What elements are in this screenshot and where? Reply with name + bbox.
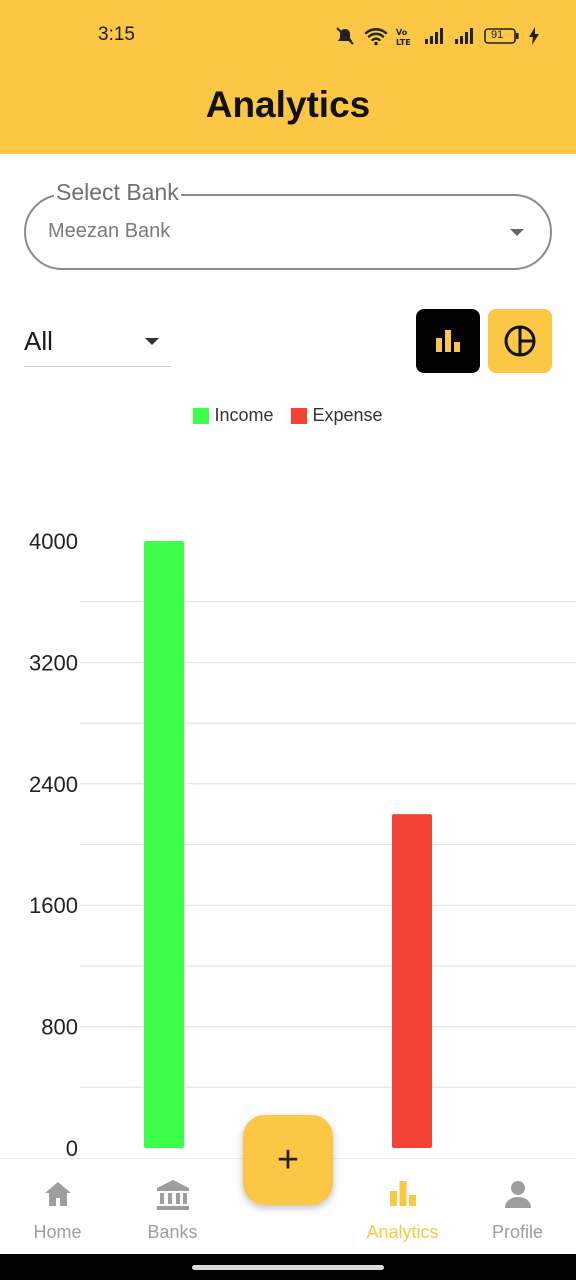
nav-analytics-label: Analytics [366, 1222, 439, 1242]
signal-icon-2 [454, 27, 476, 45]
nav-banks-label: Banks [147, 1222, 198, 1242]
nav-profile[interactable]: Profile [460, 1159, 575, 1255]
chevron-down-icon [145, 338, 159, 345]
y-tick-label: 800 [41, 1015, 78, 1040]
bank-icon [156, 1180, 189, 1210]
battery-level: 91 [491, 29, 504, 41]
profile-icon [504, 1181, 531, 1208]
income-expense-bar-chart: 4000 3200 2400 1600 800 0 [29, 529, 576, 1160]
y-tick-label: 1600 [29, 893, 78, 918]
status-icons: Vo LTE 91 [334, 22, 540, 50]
legend-expense-label: Expense [312, 405, 383, 425]
bar-chart-toggle-button[interactable] [416, 309, 480, 373]
svg-text:Vo: Vo [396, 28, 408, 37]
bank-select[interactable]: Select Bank Meezan Bank [24, 179, 552, 270]
legend-income-swatch [193, 407, 210, 424]
system-navigation-bar [0, 1254, 576, 1280]
chevron-down-icon [510, 229, 524, 236]
status-time: 3:15 [98, 24, 135, 45]
add-transaction-button[interactable]: + [243, 1115, 333, 1205]
legend-expense: Expense [291, 405, 383, 426]
volte-icon: Vo LTE [396, 26, 416, 46]
wifi-icon [364, 26, 388, 46]
period-filter-dropdown[interactable]: All [24, 316, 171, 367]
nav-home[interactable]: Home [0, 1159, 115, 1255]
legend-income-label: Income [214, 405, 274, 425]
page-title: Analytics [205, 84, 371, 125]
svg-text:LTE: LTE [396, 38, 411, 46]
chart-legend: Income Expense [0, 405, 576, 426]
nav-analytics[interactable]: Analytics [345, 1159, 460, 1255]
y-tick-label: 3200 [29, 650, 78, 675]
charging-icon [528, 26, 540, 46]
mute-icon [334, 26, 356, 46]
bank-select-label: Select Bank [54, 179, 181, 206]
plus-icon: + [276, 1139, 300, 1181]
signal-icon [424, 27, 446, 45]
nav-profile-label: Profile [491, 1222, 544, 1242]
bar-income [144, 541, 184, 1148]
pie-chart-toggle-button[interactable] [488, 309, 552, 373]
bar-chart-icon [436, 330, 460, 352]
analytics-icon [389, 1181, 416, 1206]
bar-expense [392, 814, 432, 1148]
status-bar: 3:15 Vo LTE 91 [0, 0, 576, 72]
y-tick-label: 2400 [29, 772, 78, 797]
pie-chart-icon [504, 325, 536, 357]
nav-banks[interactable]: Banks [115, 1159, 230, 1255]
y-tick-label: 4000 [29, 529, 78, 554]
nav-home-label: Home [33, 1222, 82, 1242]
y-tick-label: 0 [66, 1136, 78, 1160]
legend-income: Income [193, 405, 273, 426]
legend-expense-swatch [291, 407, 308, 424]
home-icon [44, 1182, 71, 1206]
period-filter-value: All [24, 326, 53, 356]
home-indicator [192, 1265, 384, 1270]
app-header: 3:15 Vo LTE 91 [0, 0, 576, 154]
battery-icon: 91 [484, 27, 520, 45]
bank-select-value: Meezan Bank [48, 220, 171, 242]
